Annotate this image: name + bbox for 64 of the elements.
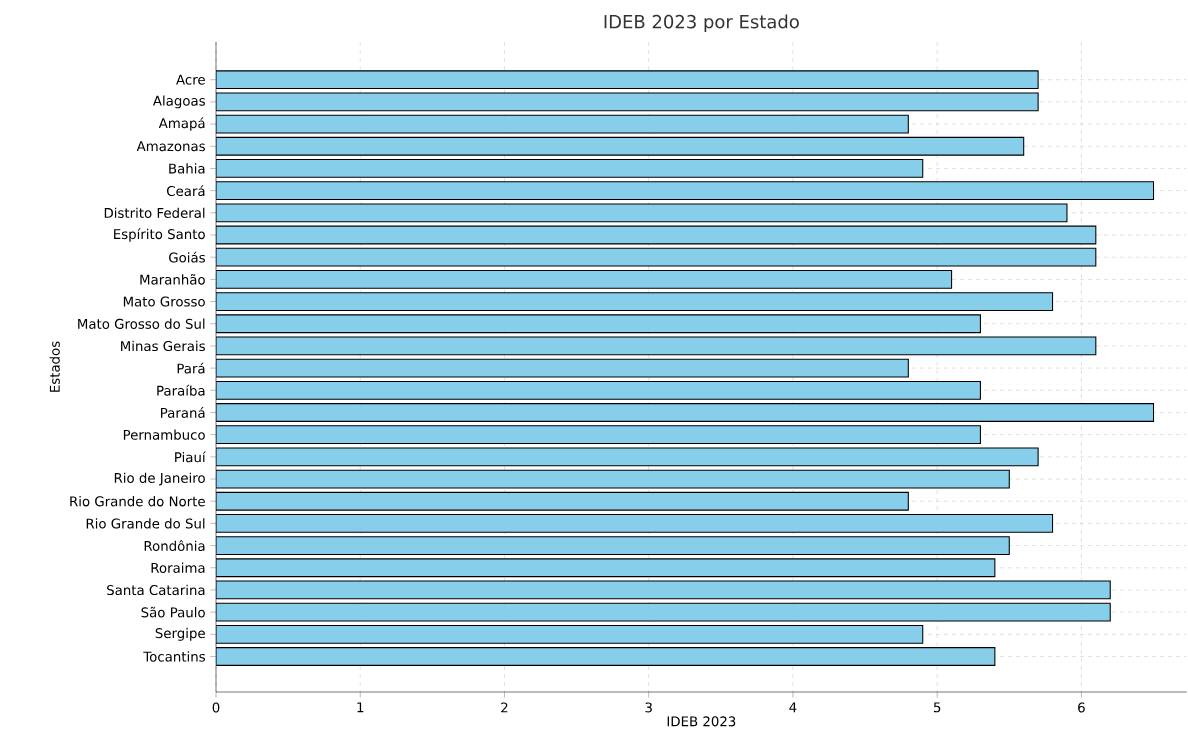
bar [216,536,1010,556]
bar [216,269,953,289]
bar [216,203,1068,223]
y-tick-label: Pernambuco [123,429,205,440]
y-tick-label: Acre [176,74,205,85]
bar [216,225,1097,245]
y-tick-label: Tocantins [143,651,205,662]
y-tick-label: Pará [177,362,205,374]
y-axis-title: Estados [49,341,60,392]
bar [216,159,924,178]
y-tick-label: Maranhão [140,274,205,285]
y-tick-label: Alagoas [152,95,205,109]
bar [216,602,1111,622]
y-tick-label: Mato Grosso do Sul [78,318,205,329]
y-tick-label: Espírito Santo [114,228,205,242]
bar [216,513,1054,533]
y-tick-label: Sergipe [155,627,205,641]
x-axis-title: IDEB 2023 [667,716,736,727]
x-tick-label: 1 [357,702,364,713]
bar [216,425,981,445]
bar [216,314,981,334]
bar [216,358,909,378]
y-tick-label: Rio Grande do Norte [70,496,205,507]
y-tick-label: Bahia [169,163,205,174]
y-tick-label: Paraná [161,407,205,418]
bar [216,181,1155,201]
bar [216,336,1097,356]
y-tick-label: Rio Grande do Sul [86,518,205,529]
x-tick-label: 0 [212,702,220,713]
bar [216,647,996,666]
y-tick-label: Piauí [175,451,206,463]
y-tick-label: Amapá [158,117,205,131]
y-tick-label: Amazonas [136,141,205,152]
bar [216,92,1039,112]
x-tick-label: 2 [501,702,508,713]
x-tick-label: 6 [1078,702,1085,713]
y-tick-label: Rio de Janeiro [114,472,205,486]
chart-title: IDEB 2023 por Estado [604,14,799,32]
y-tick-label: São Paulo [141,606,205,618]
y-tick-label: Rondônia [144,540,205,552]
bar [216,247,1097,267]
x-tick-label: 3 [645,702,652,713]
x-tick-label: 4 [789,702,797,713]
bar [216,136,1025,156]
y-tick-label: Mato Grosso [123,296,205,307]
bar [216,491,909,511]
y-tick-label: Minas Gerais [121,340,205,352]
bar [216,292,1054,311]
bar [216,403,1155,422]
bar [216,469,1010,489]
y-tick-label: Santa Catarina [107,584,205,596]
y-tick-label: Roraima [151,562,205,573]
y-tick-label: Ceará [167,185,205,197]
y-tick-label: Distrito Federal [104,207,205,218]
bar [216,447,1039,467]
bar [216,380,981,400]
x-tick-label: 5 [933,702,941,713]
y-tick-label: Paraíba [157,384,205,396]
bar [216,624,924,644]
bar [216,114,909,134]
bar [216,580,1111,600]
y-tick-label: Goiás [169,251,205,263]
bar [216,558,996,578]
bar [216,70,1039,89]
